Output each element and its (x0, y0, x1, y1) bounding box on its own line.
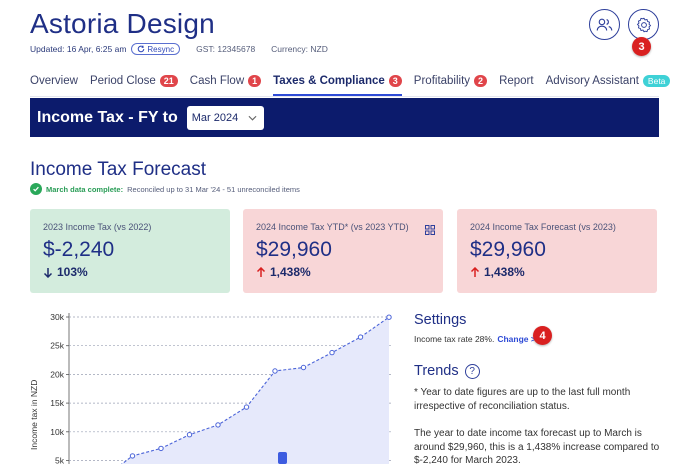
tab-taxes-compliance[interactable]: Taxes & Compliance 3 (273, 69, 402, 96)
users-icon (596, 18, 613, 31)
chevron-down-icon (248, 115, 257, 121)
tax-rate-text: Income tax rate 28%. (414, 334, 495, 344)
company-title: Astoria Design (30, 8, 215, 39)
grid-icon[interactable] (425, 222, 435, 240)
tab-overview[interactable]: Overview (30, 75, 78, 87)
updated-text: Updated: 16 Apr, 6:25 am (30, 44, 127, 54)
chart-scroll-handle[interactable] (278, 452, 287, 464)
step-marker-4: 4 (533, 326, 552, 345)
resync-label: Resync (147, 44, 175, 54)
data-status: March data complete: Reconciled up to 31… (30, 183, 300, 195)
card-change: 1,438% (470, 265, 644, 279)
change-link[interactable]: Change > (497, 334, 536, 344)
refresh-icon (138, 45, 145, 53)
card-value: $-2,240 (43, 238, 115, 261)
chart-point[interactable] (272, 368, 278, 374)
tab-advisory-assistant[interactable]: Advisory Assistant Beta (546, 69, 671, 93)
beta-badge: Beta (642, 75, 671, 87)
count-badge: 2 (474, 75, 488, 87)
trends-paragraph-1: * Year to date figures are up to the las… (414, 387, 631, 412)
tax-rate-setting: Income tax rate 28%. Change > (414, 334, 536, 344)
chart-point[interactable] (215, 422, 221, 428)
arrow-up-icon (256, 266, 266, 277)
forecast-title: Income Tax Forecast (30, 159, 207, 180)
chart-point[interactable] (329, 349, 335, 356)
settings-button[interactable] (628, 9, 659, 40)
help-icon[interactable]: ? (464, 363, 480, 379)
arrow-down-icon (43, 267, 53, 278)
card-change: 103% (43, 265, 217, 279)
status-strong: March data complete: (46, 184, 124, 194)
check-icon (30, 183, 42, 195)
users-button[interactable] (589, 9, 620, 40)
tab-report[interactable]: Report (499, 75, 534, 87)
card-2024-income-tax-ytd: 2024 Income Tax YTD* (vs 2023 YTD) $29,9… (243, 209, 443, 293)
banner-title: Income Tax - FY to (37, 108, 178, 126)
chart-ytick-label: 30k (50, 312, 64, 322)
step-marker-3: 3 (632, 37, 651, 56)
resync-button[interactable]: Resync (131, 43, 181, 55)
chart-point[interactable] (186, 432, 193, 438)
card-label: 2024 Income Tax Forecast (vs 2023) (470, 222, 616, 232)
chart-point[interactable] (357, 334, 364, 340)
chart-ytick-label: 5k (55, 456, 65, 464)
chart-ytick-label: 20k (50, 369, 64, 379)
tab-cash-flow[interactable]: Cash Flow 1 (190, 69, 262, 93)
gear-icon (636, 17, 651, 32)
tab-profitability[interactable]: Profitability 2 (414, 69, 488, 93)
tabs-divider (30, 96, 659, 97)
period-banner: Income Tax - FY to Mar 2024 (30, 98, 659, 137)
chart-point[interactable] (129, 453, 136, 459)
tab-period-close[interactable]: Period Close 21 (90, 69, 178, 93)
chart-point[interactable] (386, 314, 392, 320)
chart-point[interactable] (158, 445, 164, 452)
trends-paragraph-2: The year to date income tax forecast up … (414, 428, 660, 464)
card-change: 1,438% (256, 265, 430, 279)
chart-area-fill (104, 317, 389, 464)
chart-ytick-label: 15k (50, 398, 64, 408)
chart-ytick-label: 10k (50, 427, 64, 437)
card-2023-income-tax: 2023 Income Tax (vs 2022) $-2,240 103% (30, 209, 230, 293)
count-badge: 21 (159, 75, 178, 87)
card-2024-income-tax-forecast: 2024 Income Tax Forecast (vs 2023) $29,9… (457, 209, 657, 293)
income-tax-chart: Income tax in NZD 30k 25k 20k 15k 10k 5k (29, 312, 392, 464)
card-value: $29,960 (470, 238, 546, 261)
nav-tabs: Overview Period Close 21 Cash Flow 1 Taxes… (30, 69, 682, 97)
header-meta: Updated: 16 Apr, 6:25 am Resync GST: 123… (30, 43, 328, 55)
card-label: 2023 Income Tax (vs 2022) (43, 222, 152, 232)
currency: Currency: NZD (271, 44, 328, 54)
chart-ylabel: Income tax in NZD (29, 380, 39, 450)
chart-ytick-label: 25k (50, 341, 64, 351)
status-text: Reconciled up to 31 Mar '24 - 51 unrecon… (127, 184, 300, 194)
card-label: 2024 Income Tax YTD* (vs 2023 YTD) (256, 222, 409, 232)
chart-point[interactable] (243, 404, 250, 410)
settings-heading: Settings (414, 312, 467, 328)
period-select[interactable]: Mar 2024 (186, 105, 264, 130)
chart-point[interactable] (300, 364, 307, 371)
gst-number: GST: 12345678 (196, 44, 256, 54)
count-badge: 3 (388, 75, 402, 87)
card-value: $29,960 (256, 238, 332, 261)
arrow-up-icon (470, 266, 480, 277)
count-badge: 1 (248, 75, 262, 87)
period-value: Mar 2024 (191, 111, 239, 124)
trends-heading: Trends ? (414, 363, 480, 379)
